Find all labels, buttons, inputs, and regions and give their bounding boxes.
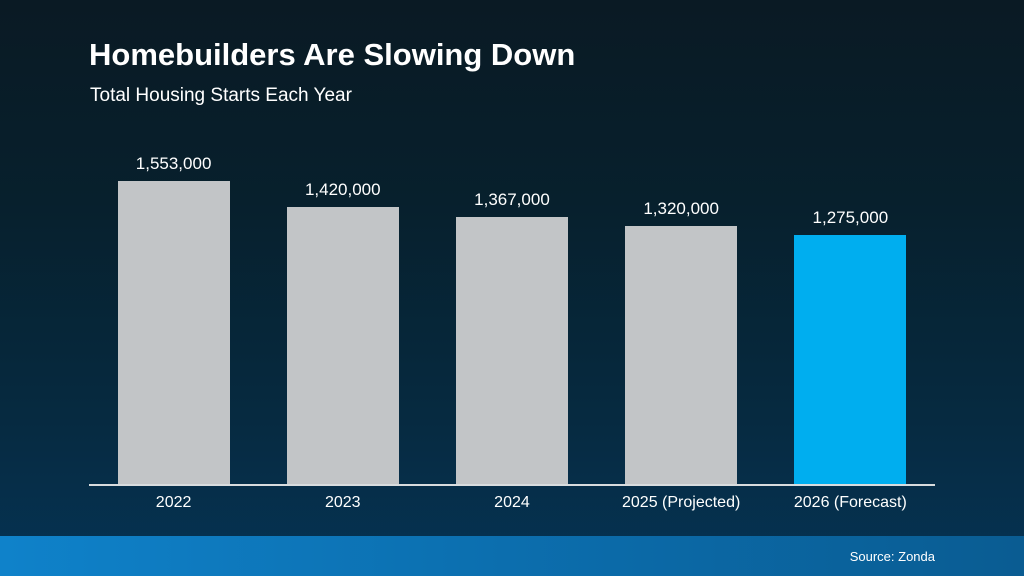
bar-value-label: 1,275,000 bbox=[812, 208, 889, 227]
bar-chart-plot-area: 1,553,000 1,420,000 1,367,000 1,320,000 1,27… bbox=[89, 140, 935, 484]
bar bbox=[286, 207, 399, 484]
bar-group: 1,320,000 bbox=[597, 140, 766, 484]
bar bbox=[117, 181, 230, 484]
bar-value-label: 1,420,000 bbox=[304, 180, 381, 199]
x-axis-tick-label: 2022 bbox=[155, 494, 192, 511]
bar-value-label: 1,553,000 bbox=[135, 154, 212, 173]
x-axis-tick-label: 2025 (Projected) bbox=[622, 494, 741, 511]
chart-title: Homebuilders Are Slowing Down bbox=[89, 37, 576, 72]
bar bbox=[625, 226, 738, 484]
chart-subtitle: Total Housing Starts Each Year bbox=[90, 85, 352, 106]
bar-value-label: 1,367,000 bbox=[474, 190, 550, 209]
bar-group: 1,275,000 bbox=[766, 140, 935, 484]
x-axis-labels: 2022 2023 2024 2025 (Projected) 2026 (Foreca… bbox=[89, 494, 935, 512]
source-attribution: Source: Zonda bbox=[849, 548, 935, 564]
x-axis-tick-label: 2023 bbox=[324, 494, 361, 511]
footer-strip: Source: Zonda bbox=[0, 536, 1024, 576]
bar-group: 1,420,000 bbox=[258, 140, 427, 484]
bar-group: 1,367,000 bbox=[427, 140, 596, 484]
bar bbox=[455, 217, 568, 484]
bar bbox=[794, 235, 907, 484]
x-axis-tick-label: 2026 (Forecast) bbox=[793, 494, 907, 511]
bar-value-label: 1,320,000 bbox=[643, 199, 719, 218]
x-axis-tick-label: 2024 bbox=[494, 494, 530, 511]
x-axis-line bbox=[89, 484, 935, 486]
bar-group: 1,553,000 bbox=[89, 140, 258, 484]
